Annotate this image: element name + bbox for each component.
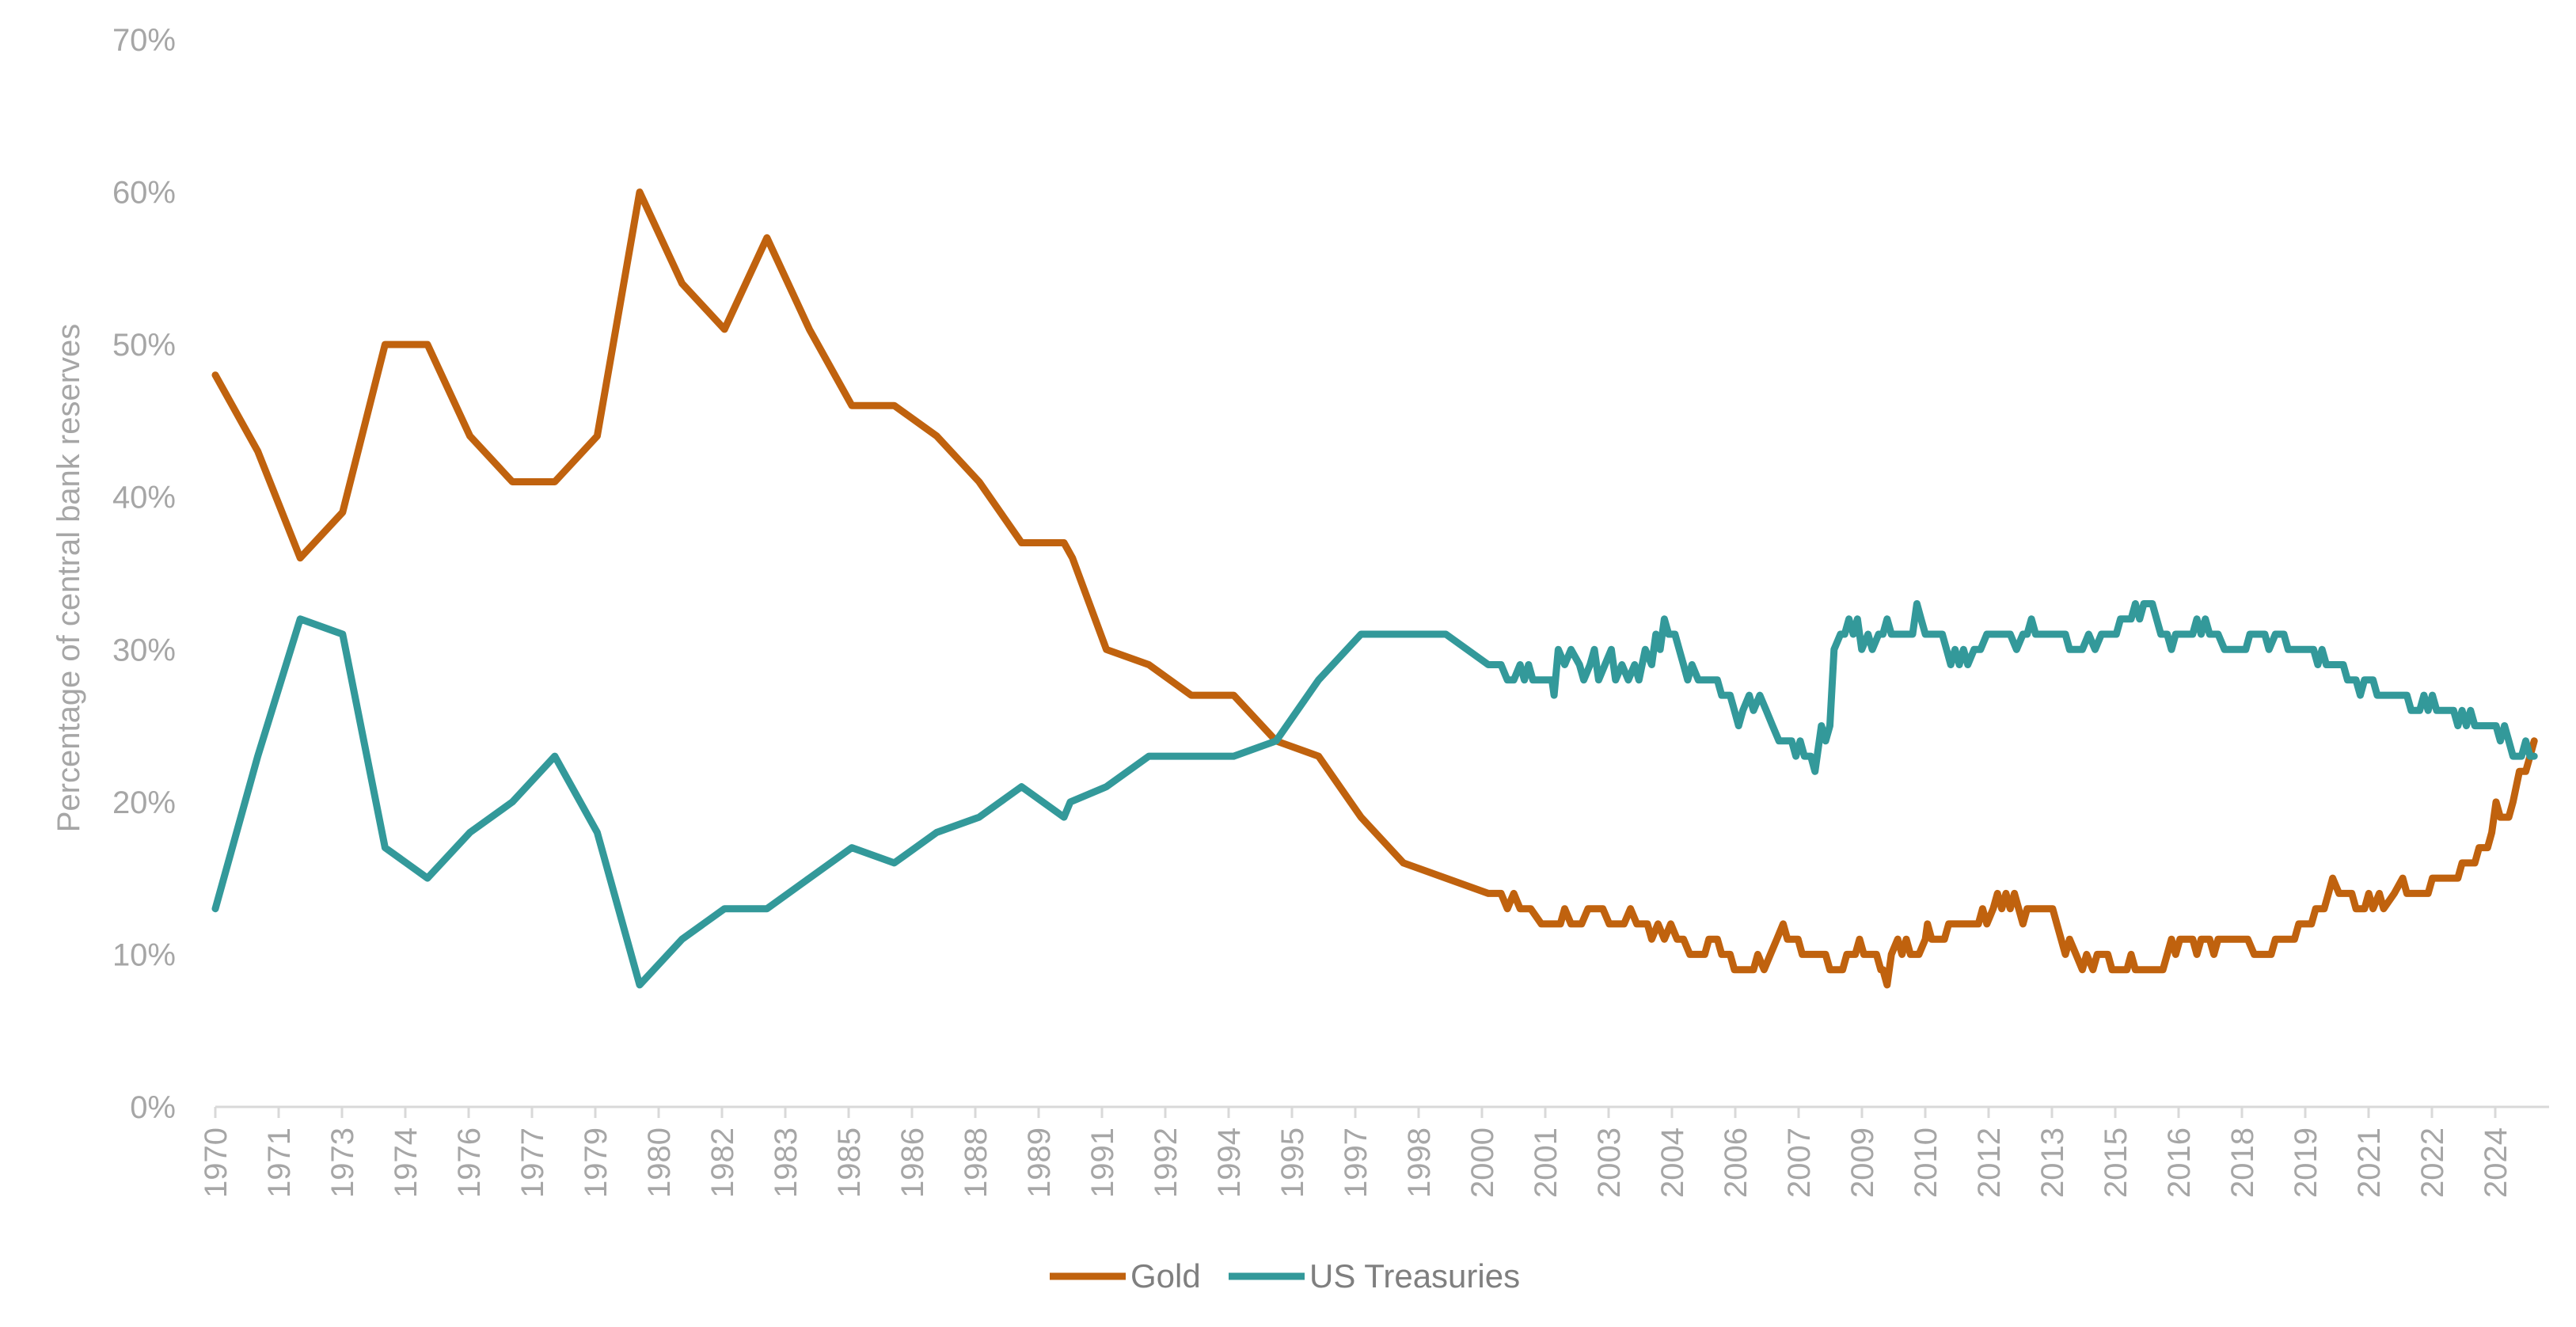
y-tick-label: 10% bbox=[112, 937, 176, 972]
x-tick-label: 2018 bbox=[2225, 1127, 2260, 1198]
y-tick-label: 60% bbox=[112, 176, 176, 211]
x-tick-label: 1988 bbox=[959, 1127, 994, 1198]
x-tick-label: 1971 bbox=[262, 1127, 297, 1198]
y-axis-title: Percentage of central bank reserves bbox=[51, 324, 86, 833]
x-tick-label: 2009 bbox=[1845, 1127, 1880, 1198]
x-tick-label: 2022 bbox=[2415, 1127, 2450, 1198]
y-tick-label: 40% bbox=[112, 481, 176, 515]
x-tick-label: 1970 bbox=[199, 1127, 234, 1198]
series-line-us-treasuries bbox=[211, 600, 2538, 989]
x-tick-label: 1986 bbox=[895, 1127, 930, 1198]
x-tick-label: 2015 bbox=[2099, 1127, 2133, 1198]
y-tick-label: 30% bbox=[112, 633, 176, 667]
x-tick-label: 2013 bbox=[2035, 1127, 2070, 1198]
x-tick-label: 2016 bbox=[2162, 1127, 2197, 1198]
x-tick-label: 2010 bbox=[1909, 1127, 1943, 1198]
x-tick-label: 2012 bbox=[1972, 1127, 2007, 1198]
x-tick-label: 1982 bbox=[705, 1127, 740, 1198]
y-tick-label: 70% bbox=[112, 23, 176, 58]
x-axis: 1970 1971 1973 1974 1976 1977 1979 1980 1982 1983… bbox=[199, 1105, 2549, 1198]
x-tick-label: 2024 bbox=[2479, 1127, 2513, 1198]
x-tick-label: 2019 bbox=[2289, 1127, 2323, 1198]
x-tick-label: 1974 bbox=[389, 1127, 424, 1198]
y-axis: 0% 10% 20% 30% 40% 50% 60% 70% bbox=[112, 23, 176, 1125]
y-tick-label: 0% bbox=[130, 1090, 176, 1125]
x-tick-label: 2004 bbox=[1655, 1127, 1690, 1198]
x-tick-label: 1973 bbox=[325, 1127, 360, 1198]
legend-label: US Treasuries bbox=[1309, 1257, 1520, 1295]
x-tick-label: 1992 bbox=[1149, 1127, 1184, 1198]
x-tick-label: 1994 bbox=[1212, 1127, 1247, 1198]
x-tick-label: 1995 bbox=[1275, 1127, 1310, 1198]
x-tick-label: 1983 bbox=[769, 1127, 804, 1198]
series-layer bbox=[211, 188, 2538, 989]
x-tick-label: 2003 bbox=[1592, 1127, 1627, 1198]
x-tick-label: 2001 bbox=[1529, 1127, 1563, 1198]
x-tick-label: 2007 bbox=[1782, 1127, 1817, 1198]
x-tick-label: 1976 bbox=[452, 1127, 487, 1198]
x-tick-label: 1991 bbox=[1085, 1127, 1120, 1198]
legend-label: Gold bbox=[1130, 1257, 1201, 1295]
x-tick-label: 1979 bbox=[579, 1127, 614, 1198]
x-tick-label: 1998 bbox=[1402, 1127, 1437, 1198]
x-tick-label: 2021 bbox=[2352, 1127, 2387, 1198]
x-tick-label: 1985 bbox=[832, 1127, 867, 1198]
y-tick-label: 20% bbox=[112, 785, 176, 820]
x-tick-label: 1989 bbox=[1022, 1127, 1057, 1198]
y-tick-label: 50% bbox=[112, 328, 176, 363]
x-tick-label: 1997 bbox=[1339, 1127, 1373, 1198]
legend: Gold US Treasuries bbox=[1050, 1257, 1520, 1295]
x-tick-label: 2006 bbox=[1719, 1127, 1753, 1198]
x-tick-label: 1977 bbox=[515, 1127, 550, 1198]
x-tick-label: 2000 bbox=[1465, 1127, 1500, 1198]
x-tick-label: 1980 bbox=[642, 1127, 677, 1198]
series-line-gold bbox=[211, 188, 2538, 989]
